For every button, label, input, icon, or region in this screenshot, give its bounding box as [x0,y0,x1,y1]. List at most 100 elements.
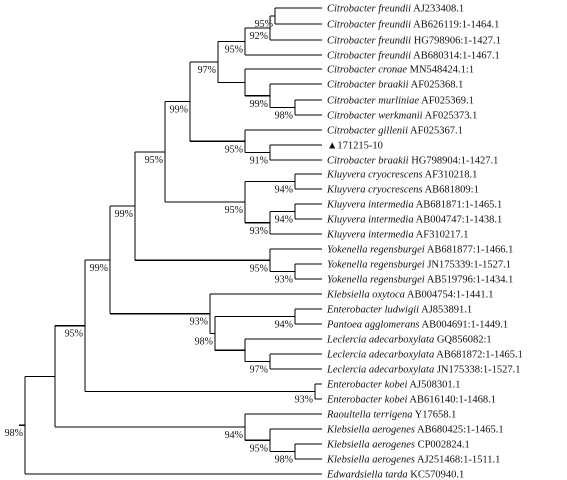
taxon-label: Citrobacter cronae MN548424.1:1 [327,65,474,76]
accession-number: AB004754:1-1441.1 [405,290,494,301]
taxon-label: Klebsiella oxytoca AB004754:1-1441.1 [326,290,494,301]
species-name: Citrobacter freundii [327,51,411,62]
accession-number: AF025368.1 [409,80,464,91]
bootstrap-value: 95% [225,45,243,56]
accession-number: AF025373.1 [423,111,478,122]
taxon-label: Pantoea agglomerans AB004691:1-1449.1 [326,320,508,331]
species-name: Edwardsiella tarda [326,470,408,480]
tree-branches [19,7,322,475]
species-name: Kluyvera cryocrescens [326,185,423,196]
taxon-label: ▲171215-10 [327,141,383,152]
species-name: Leclercia adecarboxylata [326,335,434,346]
taxon-label: Edwardsiella tarda KC570940.1 [326,470,464,480]
accession-number: AJ853891.1 [419,305,472,316]
taxon-label: Citrobacter murliniae AF025369.1 [327,96,474,107]
accession-number: AF025367.1 [408,126,463,137]
species-name: Klebsiella aerogenes [326,455,415,466]
bootstrap-value: 98% [275,111,293,122]
species-name: Leclercia adecarboxylata [326,350,434,361]
bootstrap-value: 95% [250,443,268,454]
accession-number: AB004691:1-1449.1 [419,320,508,331]
species-name: Citrobacter freundii [327,20,411,31]
bootstrap-value: 91% [250,156,268,167]
taxon-label: Klebsiella aerogenes CP002824.1 [326,440,470,451]
species-name: Yokenella regensburgei [327,260,425,271]
accession-number: JN175339:1-1527.1 [425,260,511,271]
species-name: Klebsiella aerogenes [326,440,415,451]
bootstrap-value: 93% [295,395,313,406]
species-name: Kluyvera intermedia [326,230,414,241]
bootstrap-value: 94% [275,215,293,226]
taxon-labels: Citrobacter freundii AJ233408.1Citrobact… [326,4,523,480]
taxon-label: Klebsiella aerogenes AJ251468:1-1511.1 [326,455,500,466]
bootstrap-value: 99% [115,209,133,220]
taxon-label: Citrobacter freundii AJ233408.1 [327,4,464,15]
accession-number: AJ251468:1-1511.1 [415,455,500,466]
species-name: Leclercia adecarboxylata [326,365,434,376]
accession-number: AF025369.1 [419,96,474,107]
accession-number: MN548424.1:1 [407,65,474,76]
accession-number: AB626119:1-1464.1 [411,20,499,31]
species-name: Enterobacter kobei [326,395,407,406]
bootstrap-labels: 95%92%95%98%99%97%91%95%99%94%94%93%95%9… [5,19,313,466]
bootstrap-value: 97% [250,365,268,376]
taxon-label: Yokenella regensburgei AB681877:1-1466.1 [327,245,513,256]
taxon-label: Leclercia adecarboxylata GQ856082:1 [326,335,492,346]
taxon-label: Kluyvera cryocrescens AB681809:1 [326,185,479,196]
taxon-label: Kluyvera cryocrescens AF310218.1 [326,170,477,181]
accession-number: ▲171215-10 [327,141,383,152]
species-name: Raoultella terrigena [326,410,412,421]
bootstrap-value: 98% [275,455,293,466]
accession-number: Y17658.1 [412,410,456,421]
taxon-label: Citrobacter freundii AB680314:1-1467.1 [327,51,500,62]
bootstrap-value: 93% [250,226,268,237]
bootstrap-value: 98% [5,428,23,439]
taxon-label: Citrobacter freundii AB626119:1-1464.1 [327,20,499,31]
species-name: Citrobacter braakii [327,156,409,167]
taxon-label: Klebsiella aerogenes AB680425:1-1465.1 [326,425,504,436]
accession-number: AB519796:1-1434.1 [425,275,514,286]
bootstrap-value: 95% [225,144,243,155]
species-name: Citrobacter freundii [327,36,411,47]
taxon-label: Citrobacter gillenii AF025367.1 [327,126,463,137]
species-name: Klebsiella oxytoca [326,290,405,301]
bootstrap-value: 95% [255,19,273,30]
taxon-label: Leclercia adecarboxylata AB681872:1-1465… [326,350,523,361]
species-name: Klebsiella aerogenes [326,425,415,436]
species-name: Kluyvera cryocrescens [326,170,423,181]
accession-number: AB680425:1-1465.1 [415,425,504,436]
species-name: Yokenella regensburgei [327,245,425,256]
bootstrap-value: 95% [250,263,268,274]
bootstrap-value: 93% [190,317,208,328]
accession-number: AB680314:1-1467.1 [411,51,500,62]
accession-number: HG798904:1-1427.1 [409,156,499,167]
accession-number: AB616140:1-1468.1 [407,395,496,406]
accession-number: AF310218.1 [423,170,478,181]
accession-number: AJ233408.1 [411,4,464,15]
bootstrap-value: 97% [198,65,216,76]
bootstrap-value: 93% [275,275,293,286]
species-name: Citrobacter freundii [327,4,411,15]
taxon-label: Citrobacter werkmanii AF025373.1 [327,111,477,122]
bootstrap-value: 98% [195,336,213,347]
taxon-label: Citrobacter braakii AF025368.1 [327,80,463,91]
species-name: Citrobacter werkmanii [327,111,423,122]
species-name: Citrobacter cronae [327,65,407,76]
bootstrap-value: 94% [275,320,293,331]
accession-number: AB681809:1 [423,185,479,196]
bootstrap-value: 94% [225,430,243,441]
accession-number: AB004747:1-1438.1 [414,215,503,226]
bootstrap-value: 95% [65,329,83,340]
accession-number: AB681871:1-1465.1 [414,200,503,211]
bootstrap-value: 99% [250,99,268,110]
accession-number: AB681877:1-1466.1 [425,245,514,256]
species-name: Kluyvera intermedia [326,215,414,226]
taxon-label: Citrobacter braakii HG798904:1-1427.1 [327,156,498,167]
taxon-label: Kluyvera intermedia AB004747:1-1438.1 [326,215,502,226]
accession-number: KC570940.1 [408,470,465,480]
bootstrap-value: 99% [170,105,188,116]
species-name: Kluyvera intermedia [326,200,414,211]
species-name: Yokenella regensburgei [327,275,425,286]
accession-number: JN175338:1-1527.1 [434,365,520,376]
